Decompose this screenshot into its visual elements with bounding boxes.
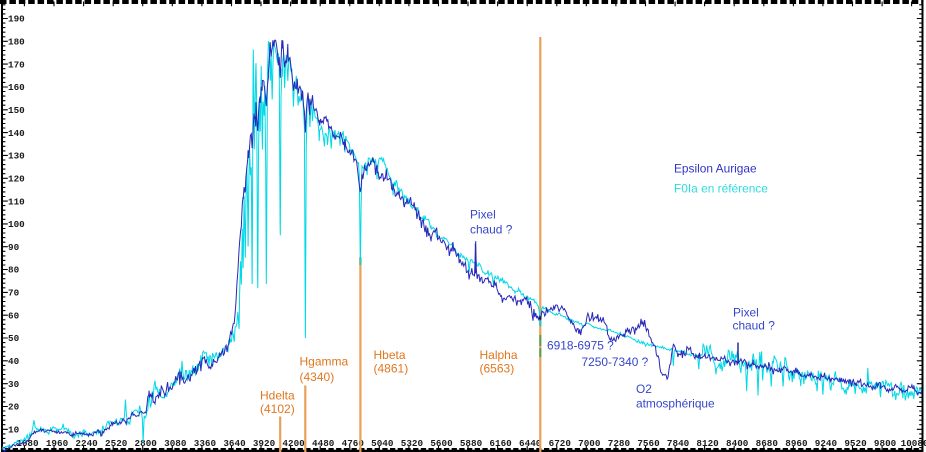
svg-text:(4340): (4340) — [300, 370, 335, 384]
svg-text:2240: 2240 — [75, 438, 98, 449]
svg-text:Pixel: Pixel — [733, 305, 759, 319]
svg-text:30: 30 — [8, 379, 20, 390]
svg-text:8120: 8120 — [696, 438, 719, 449]
svg-text:atmosphérique: atmosphérique — [636, 397, 715, 411]
svg-text:50: 50 — [8, 333, 20, 344]
svg-text:40: 40 — [8, 356, 20, 367]
svg-text:130: 130 — [8, 151, 25, 162]
svg-text:(6563): (6563) — [480, 361, 515, 375]
svg-text:8680: 8680 — [756, 438, 779, 449]
svg-text:5040: 5040 — [371, 438, 394, 449]
svg-text:Epsilon Aurigae: Epsilon Aurigae — [674, 161, 757, 175]
svg-text:9240: 9240 — [815, 438, 838, 449]
svg-text:3640: 3640 — [223, 438, 246, 449]
svg-text:5880: 5880 — [460, 438, 483, 449]
svg-text:4200: 4200 — [282, 438, 305, 449]
svg-text:(4102): (4102) — [260, 402, 295, 416]
svg-text:3920: 3920 — [253, 438, 276, 449]
svg-text:4480: 4480 — [312, 438, 335, 449]
svg-text:1680: 1680 — [16, 438, 39, 449]
svg-text:150: 150 — [8, 105, 25, 116]
svg-text:110: 110 — [8, 196, 25, 207]
svg-text:3080: 3080 — [164, 438, 187, 449]
svg-text:chaud ?: chaud ? — [470, 223, 513, 237]
svg-text:Hgamma: Hgamma — [300, 354, 349, 368]
svg-text:6440: 6440 — [519, 438, 542, 449]
svg-text:5320: 5320 — [401, 438, 424, 449]
svg-text:7280: 7280 — [608, 438, 631, 449]
svg-text:6720: 6720 — [549, 438, 572, 449]
svg-text:2800: 2800 — [135, 438, 158, 449]
svg-text:chaud ?: chaud ? — [733, 318, 776, 332]
svg-text:3360: 3360 — [194, 438, 217, 449]
svg-text:7000: 7000 — [578, 438, 601, 449]
svg-text:7250-7340 ?: 7250-7340 ? — [582, 355, 649, 369]
svg-text:7840: 7840 — [667, 438, 690, 449]
svg-text:6160: 6160 — [489, 438, 512, 449]
svg-text:190: 190 — [8, 14, 25, 25]
svg-text:4760: 4760 — [342, 438, 365, 449]
svg-text:90: 90 — [8, 242, 20, 253]
svg-text:Pixel: Pixel — [470, 208, 496, 222]
svg-text:9800: 9800 — [874, 438, 897, 449]
svg-text:Hbeta: Hbeta — [374, 348, 406, 362]
svg-text:Halpha: Halpha — [480, 348, 518, 362]
svg-text:80: 80 — [8, 265, 20, 276]
svg-text:2520: 2520 — [105, 438, 128, 449]
svg-text:60: 60 — [8, 310, 20, 321]
svg-text:O2: O2 — [636, 382, 652, 396]
svg-text:140: 140 — [8, 128, 25, 139]
svg-text:170: 170 — [8, 59, 25, 70]
svg-text:10080: 10080 — [901, 438, 926, 449]
svg-text:8400: 8400 — [726, 438, 749, 449]
svg-text:160: 160 — [8, 82, 25, 93]
svg-text:F0Ia en référence: F0Ia en référence — [674, 182, 768, 196]
svg-text:20: 20 — [8, 402, 20, 413]
svg-text:120: 120 — [8, 174, 25, 185]
svg-text:180: 180 — [8, 37, 25, 48]
svg-text:5600: 5600 — [430, 438, 453, 449]
svg-text:Hdelta: Hdelta — [260, 388, 295, 402]
svg-text:(4861): (4861) — [374, 361, 409, 375]
svg-text:8960: 8960 — [785, 438, 808, 449]
svg-text:70: 70 — [8, 288, 20, 299]
svg-text:7560: 7560 — [637, 438, 660, 449]
svg-text:10: 10 — [8, 425, 20, 436]
svg-text:100: 100 — [8, 219, 25, 230]
svg-text:1960: 1960 — [46, 438, 69, 449]
svg-text:6918-6975 ?: 6918-6975 ? — [547, 338, 614, 352]
svg-text:9520: 9520 — [844, 438, 867, 449]
